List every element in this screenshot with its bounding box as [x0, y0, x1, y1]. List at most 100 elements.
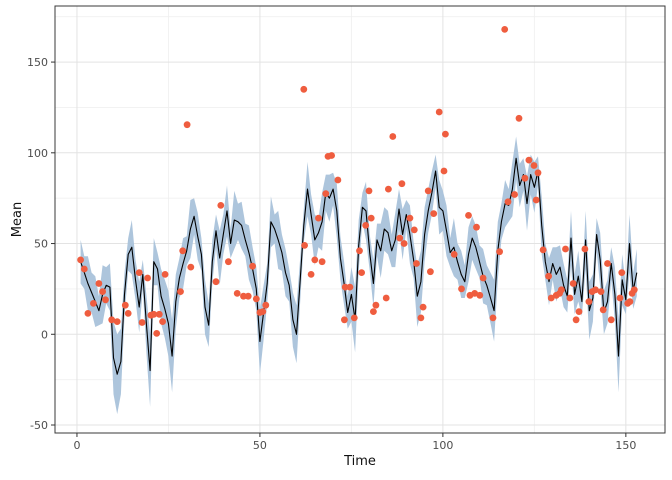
x-tick-label: 0 — [73, 439, 80, 452]
observation-point — [113, 318, 121, 325]
observation-point — [427, 268, 434, 276]
observation-point — [534, 169, 542, 177]
observation-point — [382, 294, 390, 302]
observation-point — [367, 214, 375, 222]
observation-point — [179, 247, 187, 255]
observation-point — [311, 256, 319, 264]
observation-point — [532, 196, 540, 204]
y-tick-label: 50 — [34, 238, 48, 251]
observation-point — [356, 247, 363, 255]
observation-point — [318, 258, 326, 266]
observation-point — [177, 288, 184, 295]
observation-point — [212, 278, 220, 286]
observation-point — [515, 114, 523, 122]
observation-point — [458, 285, 465, 293]
observation-point — [341, 316, 348, 324]
observation-point — [547, 294, 555, 302]
observation-point — [150, 310, 158, 318]
observation-point — [569, 280, 577, 287]
observation-point — [530, 162, 538, 169]
observation-point — [607, 316, 615, 324]
observation-point — [501, 26, 509, 33]
observation-point — [479, 274, 487, 282]
observation-point — [496, 248, 503, 256]
observation-point — [155, 310, 163, 318]
observation-point — [259, 308, 267, 315]
observation-point — [358, 269, 365, 276]
observation-point — [435, 108, 443, 116]
observation-point — [471, 290, 479, 297]
observation-point — [334, 176, 342, 184]
observation-point — [328, 152, 335, 159]
observation-point — [413, 260, 420, 267]
observation-point — [599, 306, 607, 314]
x-tick-label: 50 — [253, 439, 267, 452]
observation-point — [410, 226, 418, 234]
y-tick-label: 0 — [41, 328, 48, 341]
observation-point — [322, 190, 330, 198]
observation-point — [135, 269, 143, 276]
observation-point — [95, 280, 103, 287]
observation-point — [558, 286, 565, 294]
observation-point — [626, 298, 634, 305]
observation-point — [575, 308, 583, 315]
observation-point — [99, 288, 106, 295]
observation-point — [511, 191, 518, 198]
observation-point — [562, 245, 569, 253]
observation-point — [244, 292, 252, 300]
observation-point — [618, 269, 626, 276]
observation-point — [300, 85, 308, 93]
observation-point — [315, 214, 322, 222]
observation-point — [187, 263, 195, 271]
y-tick-label: 100 — [27, 147, 48, 160]
observation-point — [424, 187, 432, 195]
observation-point — [183, 121, 191, 129]
observation-point — [406, 214, 414, 222]
x-tick-label: 100 — [432, 439, 453, 452]
observation-point — [585, 298, 593, 305]
observation-point — [419, 303, 427, 311]
observation-point — [240, 292, 247, 300]
y-axis-title: Mean — [10, 201, 25, 238]
observation-point — [301, 242, 308, 249]
observation-point — [362, 222, 370, 229]
y-tick-label: 150 — [27, 56, 48, 69]
observation-point — [545, 272, 552, 280]
observation-point — [597, 288, 605, 295]
observation-point — [365, 187, 373, 195]
observation-point — [233, 290, 241, 297]
observation-point — [307, 271, 315, 278]
panel-border — [54, 5, 666, 434]
observation-point — [566, 294, 574, 302]
observation-point — [400, 240, 408, 247]
observation-point — [370, 308, 377, 315]
observation-point — [262, 301, 270, 309]
observation-point — [102, 296, 109, 304]
observation-point — [217, 202, 225, 209]
x-axis-title: Time — [344, 454, 376, 469]
observation-point — [465, 212, 472, 219]
observation-point — [396, 234, 404, 242]
observation-point — [341, 283, 349, 291]
observation-point — [450, 251, 458, 258]
observation-point — [80, 265, 88, 273]
observation-point — [124, 310, 132, 317]
observation-point — [581, 245, 589, 253]
observation-point — [389, 133, 397, 140]
observation-point — [121, 301, 129, 309]
observation-point — [372, 301, 380, 309]
observation-point — [430, 210, 438, 218]
observation-point — [350, 314, 358, 322]
observation-point — [77, 256, 84, 264]
observation-point — [225, 258, 232, 266]
observation-point — [385, 185, 392, 193]
observation-point — [440, 167, 448, 175]
observation-point — [90, 300, 97, 307]
observation-point — [525, 156, 533, 164]
observation-point — [630, 286, 638, 294]
observation-point — [108, 316, 116, 324]
observation-point — [159, 318, 167, 325]
observation-point — [161, 271, 169, 278]
observation-point — [249, 262, 256, 270]
